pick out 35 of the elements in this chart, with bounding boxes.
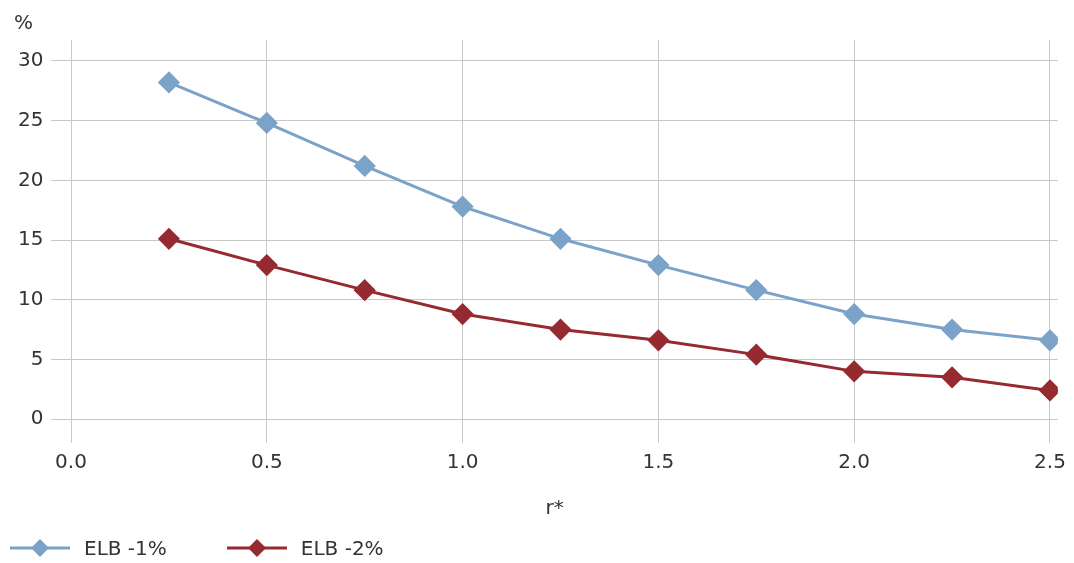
y-tick-label: 20 xyxy=(18,166,44,191)
y-tick-label: 0 xyxy=(30,405,44,430)
x-axis-title: r* xyxy=(545,495,564,520)
legend-label: ELB -1% xyxy=(84,536,167,560)
point xyxy=(256,254,278,276)
point xyxy=(158,71,180,93)
x-tick-label: 1.0 xyxy=(446,449,479,474)
y-tick-label: 25 xyxy=(18,106,44,131)
point xyxy=(647,254,669,276)
point xyxy=(843,303,865,325)
point xyxy=(745,279,767,301)
point xyxy=(354,155,376,177)
x-tick-label: 1.5 xyxy=(642,449,675,474)
point xyxy=(550,319,571,341)
point xyxy=(941,366,963,388)
point xyxy=(843,360,865,382)
point xyxy=(354,279,376,301)
x-tick-label: 0.5 xyxy=(250,449,283,474)
point xyxy=(256,112,278,134)
y-tick-label: 30 xyxy=(18,47,44,72)
x-tick-label: 0.0 xyxy=(55,449,87,474)
legend-label: ELB -2% xyxy=(300,536,384,560)
point xyxy=(452,303,474,325)
y-tick-label: 15 xyxy=(18,226,44,251)
point xyxy=(550,228,571,250)
x-tick-label: 2.0 xyxy=(838,449,871,474)
y-tick-label: 5 xyxy=(30,345,44,370)
y-tick-label: 10 xyxy=(18,285,44,310)
point xyxy=(647,329,669,351)
point xyxy=(745,344,767,366)
point xyxy=(452,196,474,218)
point xyxy=(158,228,180,250)
x-tick-label: 2.5 xyxy=(1034,449,1066,474)
y-axis-title: % xyxy=(14,10,34,34)
point xyxy=(941,319,963,341)
